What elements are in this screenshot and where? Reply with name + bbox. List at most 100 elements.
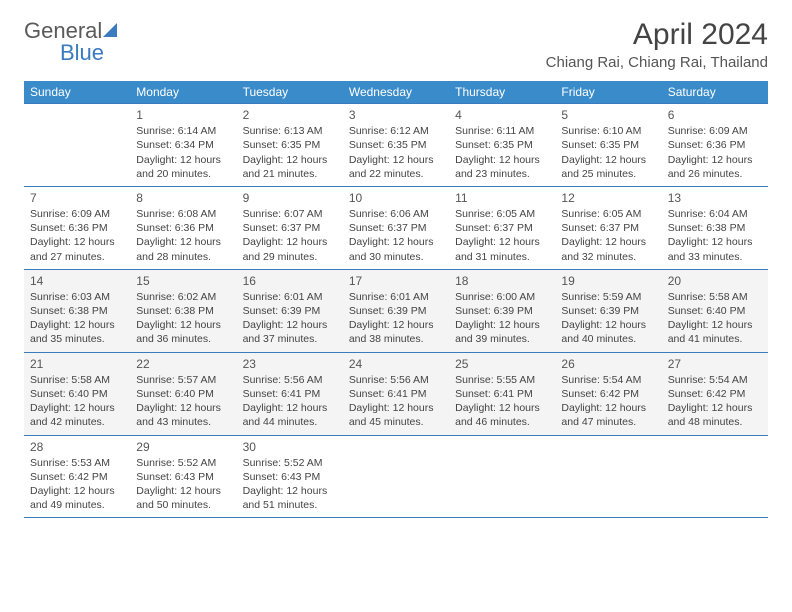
day-number: 16: [243, 273, 337, 289]
daylight-text: Daylight: 12 hours and 25 minutes.: [561, 153, 655, 181]
daylight-text: Daylight: 12 hours and 36 minutes.: [136, 318, 230, 346]
sunrise-text: Sunrise: 6:13 AM: [243, 124, 337, 138]
sunset-text: Sunset: 6:35 PM: [349, 138, 443, 152]
daylight-text: Daylight: 12 hours and 46 minutes.: [455, 401, 549, 429]
sunrise-text: Sunrise: 6:01 AM: [349, 290, 443, 304]
calendar-cell: 2Sunrise: 6:13 AMSunset: 6:35 PMDaylight…: [237, 104, 343, 187]
sunset-text: Sunset: 6:39 PM: [243, 304, 337, 318]
sunrise-text: Sunrise: 5:52 AM: [243, 456, 337, 470]
sunset-text: Sunset: 6:35 PM: [561, 138, 655, 152]
day-number: 15: [136, 273, 230, 289]
page-header: General April 2024 Chiang Rai, Chiang Ra…: [24, 18, 768, 71]
calendar-cell: [24, 104, 130, 187]
daylight-text: Daylight: 12 hours and 47 minutes.: [561, 401, 655, 429]
calendar-table: Sunday Monday Tuesday Wednesday Thursday…: [24, 81, 768, 518]
sunrise-text: Sunrise: 6:00 AM: [455, 290, 549, 304]
daylight-text: Daylight: 12 hours and 51 minutes.: [243, 484, 337, 512]
day-number: 27: [668, 356, 762, 372]
day-number: 12: [561, 190, 655, 206]
calendar-cell: 3Sunrise: 6:12 AMSunset: 6:35 PMDaylight…: [343, 104, 449, 187]
sunrise-text: Sunrise: 5:53 AM: [30, 456, 124, 470]
calendar-cell: 26Sunrise: 5:54 AMSunset: 6:42 PMDayligh…: [555, 352, 661, 435]
calendar-row: 14Sunrise: 6:03 AMSunset: 6:38 PMDayligh…: [24, 269, 768, 352]
dayhead-sat: Saturday: [662, 81, 768, 104]
daylight-text: Daylight: 12 hours and 38 minutes.: [349, 318, 443, 346]
day-number: 5: [561, 107, 655, 123]
sunset-text: Sunset: 6:38 PM: [30, 304, 124, 318]
sunset-text: Sunset: 6:43 PM: [136, 470, 230, 484]
day-number: 17: [349, 273, 443, 289]
sunrise-text: Sunrise: 6:08 AM: [136, 207, 230, 221]
sunrise-text: Sunrise: 6:01 AM: [243, 290, 337, 304]
page-subtitle: Chiang Rai, Chiang Rai, Thailand: [546, 54, 768, 71]
day-number: 19: [561, 273, 655, 289]
sunset-text: Sunset: 6:38 PM: [136, 304, 230, 318]
sunrise-text: Sunrise: 6:14 AM: [136, 124, 230, 138]
calendar-cell: 23Sunrise: 5:56 AMSunset: 6:41 PMDayligh…: [237, 352, 343, 435]
day-number: 20: [668, 273, 762, 289]
daylight-text: Daylight: 12 hours and 27 minutes.: [30, 235, 124, 263]
daylight-text: Daylight: 12 hours and 45 minutes.: [349, 401, 443, 429]
daylight-text: Daylight: 12 hours and 30 minutes.: [349, 235, 443, 263]
day-number: 25: [455, 356, 549, 372]
day-number: 26: [561, 356, 655, 372]
calendar-cell: [662, 435, 768, 518]
dayhead-sun: Sunday: [24, 81, 130, 104]
sunrise-text: Sunrise: 6:10 AM: [561, 124, 655, 138]
day-number: 2: [243, 107, 337, 123]
daylight-text: Daylight: 12 hours and 39 minutes.: [455, 318, 549, 346]
sunrise-text: Sunrise: 5:58 AM: [668, 290, 762, 304]
daylight-text: Daylight: 12 hours and 48 minutes.: [668, 401, 762, 429]
day-number: 23: [243, 356, 337, 372]
sunrise-text: Sunrise: 5:56 AM: [349, 373, 443, 387]
calendar-cell: 21Sunrise: 5:58 AMSunset: 6:40 PMDayligh…: [24, 352, 130, 435]
sunset-text: Sunset: 6:37 PM: [561, 221, 655, 235]
day-number: 8: [136, 190, 230, 206]
sunrise-text: Sunrise: 5:59 AM: [561, 290, 655, 304]
sunset-text: Sunset: 6:40 PM: [30, 387, 124, 401]
day-number: 6: [668, 107, 762, 123]
calendar-cell: 12Sunrise: 6:05 AMSunset: 6:37 PMDayligh…: [555, 186, 661, 269]
dayhead-mon: Monday: [130, 81, 236, 104]
calendar-cell: 11Sunrise: 6:05 AMSunset: 6:37 PMDayligh…: [449, 186, 555, 269]
sunset-text: Sunset: 6:39 PM: [561, 304, 655, 318]
sunrise-text: Sunrise: 5:54 AM: [668, 373, 762, 387]
calendar-cell: 19Sunrise: 5:59 AMSunset: 6:39 PMDayligh…: [555, 269, 661, 352]
sunrise-text: Sunrise: 5:54 AM: [561, 373, 655, 387]
dayhead-wed: Wednesday: [343, 81, 449, 104]
calendar-cell: 22Sunrise: 5:57 AMSunset: 6:40 PMDayligh…: [130, 352, 236, 435]
daylight-text: Daylight: 12 hours and 33 minutes.: [668, 235, 762, 263]
sunrise-text: Sunrise: 6:07 AM: [243, 207, 337, 221]
sunrise-text: Sunrise: 5:57 AM: [136, 373, 230, 387]
calendar-cell: 15Sunrise: 6:02 AMSunset: 6:38 PMDayligh…: [130, 269, 236, 352]
calendar-cell: 10Sunrise: 6:06 AMSunset: 6:37 PMDayligh…: [343, 186, 449, 269]
sunrise-text: Sunrise: 6:11 AM: [455, 124, 549, 138]
sunrise-text: Sunrise: 5:58 AM: [30, 373, 124, 387]
logo-text-blue: Blue: [60, 40, 104, 66]
sunset-text: Sunset: 6:42 PM: [668, 387, 762, 401]
day-number: 24: [349, 356, 443, 372]
sunrise-text: Sunrise: 5:55 AM: [455, 373, 549, 387]
day-number: 30: [243, 439, 337, 455]
sunset-text: Sunset: 6:40 PM: [668, 304, 762, 318]
calendar-cell: 17Sunrise: 6:01 AMSunset: 6:39 PMDayligh…: [343, 269, 449, 352]
day-number: 7: [30, 190, 124, 206]
day-number: 1: [136, 107, 230, 123]
sunset-text: Sunset: 6:41 PM: [243, 387, 337, 401]
daylight-text: Daylight: 12 hours and 49 minutes.: [30, 484, 124, 512]
calendar-cell: 29Sunrise: 5:52 AMSunset: 6:43 PMDayligh…: [130, 435, 236, 518]
daylight-text: Daylight: 12 hours and 21 minutes.: [243, 153, 337, 181]
sunset-text: Sunset: 6:34 PM: [136, 138, 230, 152]
calendar-cell: [343, 435, 449, 518]
sunset-text: Sunset: 6:37 PM: [455, 221, 549, 235]
dayhead-tue: Tuesday: [237, 81, 343, 104]
sunset-text: Sunset: 6:35 PM: [243, 138, 337, 152]
day-number: 4: [455, 107, 549, 123]
daylight-text: Daylight: 12 hours and 42 minutes.: [30, 401, 124, 429]
day-number: 21: [30, 356, 124, 372]
daylight-text: Daylight: 12 hours and 28 minutes.: [136, 235, 230, 263]
calendar-cell: 4Sunrise: 6:11 AMSunset: 6:35 PMDaylight…: [449, 104, 555, 187]
sunset-text: Sunset: 6:36 PM: [668, 138, 762, 152]
daylight-text: Daylight: 12 hours and 29 minutes.: [243, 235, 337, 263]
sunset-text: Sunset: 6:41 PM: [455, 387, 549, 401]
